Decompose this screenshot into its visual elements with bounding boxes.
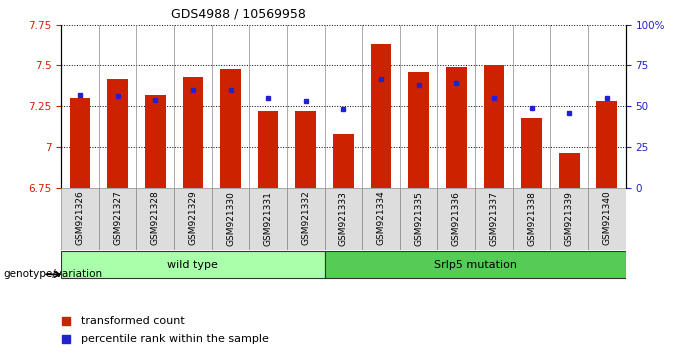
Text: GSM921333: GSM921333 — [339, 191, 348, 246]
FancyBboxPatch shape — [362, 188, 400, 250]
Bar — [559, 153, 579, 188]
Text: GSM921329: GSM921329 — [188, 191, 197, 245]
FancyBboxPatch shape — [324, 251, 626, 278]
Bar — [333, 134, 354, 188]
FancyBboxPatch shape — [174, 188, 211, 250]
Bar — [596, 101, 617, 188]
Text: transformed count: transformed count — [82, 316, 185, 326]
Text: GSM921328: GSM921328 — [151, 191, 160, 245]
Text: GSM921327: GSM921327 — [113, 191, 122, 245]
Text: GSM921335: GSM921335 — [414, 191, 423, 246]
Bar — [371, 44, 392, 188]
Bar — [69, 98, 90, 188]
Text: Srlp5 mutation: Srlp5 mutation — [434, 259, 517, 270]
FancyBboxPatch shape — [99, 188, 137, 250]
Bar — [258, 111, 279, 188]
Bar — [408, 72, 429, 188]
FancyBboxPatch shape — [513, 188, 550, 250]
Text: genotype/variation: genotype/variation — [3, 269, 103, 279]
FancyBboxPatch shape — [61, 251, 324, 278]
Bar — [521, 118, 542, 188]
Bar — [182, 77, 203, 188]
Bar — [483, 65, 505, 188]
Text: GSM921334: GSM921334 — [377, 191, 386, 245]
FancyBboxPatch shape — [588, 188, 626, 250]
FancyBboxPatch shape — [400, 188, 437, 250]
FancyBboxPatch shape — [211, 188, 250, 250]
Text: GSM921340: GSM921340 — [602, 191, 611, 245]
FancyBboxPatch shape — [61, 188, 99, 250]
Bar — [145, 95, 166, 188]
Bar — [220, 69, 241, 188]
FancyBboxPatch shape — [137, 188, 174, 250]
Text: GSM921331: GSM921331 — [264, 191, 273, 246]
FancyBboxPatch shape — [437, 188, 475, 250]
Text: percentile rank within the sample: percentile rank within the sample — [82, 334, 269, 344]
Text: GSM921332: GSM921332 — [301, 191, 310, 245]
FancyBboxPatch shape — [250, 188, 287, 250]
FancyBboxPatch shape — [550, 188, 588, 250]
FancyBboxPatch shape — [475, 188, 513, 250]
Text: GSM921339: GSM921339 — [564, 191, 574, 246]
Text: GDS4988 / 10569958: GDS4988 / 10569958 — [171, 7, 305, 20]
FancyBboxPatch shape — [287, 188, 324, 250]
FancyBboxPatch shape — [324, 188, 362, 250]
Text: GSM921330: GSM921330 — [226, 191, 235, 246]
Bar — [295, 111, 316, 188]
Text: wild type: wild type — [167, 259, 218, 270]
Bar — [446, 67, 466, 188]
Text: GSM921338: GSM921338 — [527, 191, 536, 246]
Text: GSM921337: GSM921337 — [490, 191, 498, 246]
Text: GSM921326: GSM921326 — [75, 191, 84, 245]
Text: GSM921336: GSM921336 — [452, 191, 461, 246]
Bar — [107, 79, 128, 188]
